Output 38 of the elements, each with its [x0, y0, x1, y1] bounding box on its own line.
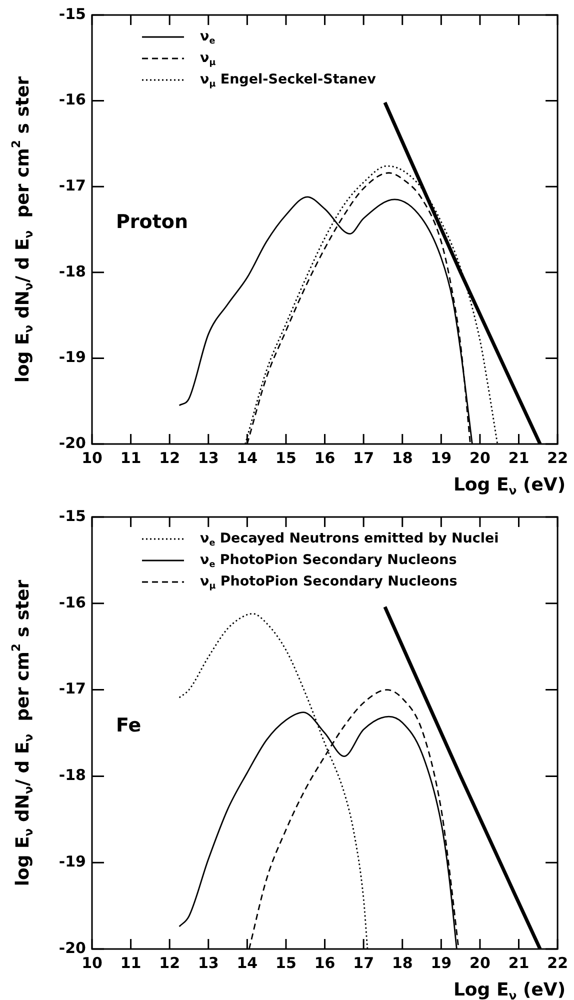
y-tick-label: -19 [58, 852, 86, 870]
x-tick-label: 18 [392, 954, 413, 972]
x-tick-label: 11 [120, 954, 142, 972]
text: log Eν dNν/ d Eν per cm2 s ster [8, 76, 36, 383]
x-tick-label: 21 [508, 448, 530, 467]
y-tick-label: -17 [58, 680, 86, 698]
x-tick-label: 15 [276, 448, 296, 467]
x-tick-label: 19 [430, 448, 452, 467]
x-tick-label: 20 [470, 448, 490, 467]
x-tick-label: 22 [547, 954, 568, 972]
x-tick-label: 15 [276, 954, 296, 972]
x-tick-label: 20 [470, 954, 490, 972]
x-tick-label: 19 [430, 954, 452, 972]
x-tick-label: 12 [159, 448, 180, 467]
y-tick-label: -15 [58, 4, 86, 23]
x-tick-label: 14 [236, 448, 258, 467]
x-tick-label: 21 [508, 954, 530, 972]
x-tick-label: 16 [314, 954, 336, 972]
x-tick-label: 22 [547, 448, 568, 467]
x-tick-label: 13 [198, 954, 219, 972]
y-tick-label: -18 [58, 766, 86, 784]
x-tick-label: 18 [392, 448, 413, 467]
y-tick-label: -15 [58, 506, 86, 525]
x-tick-label: 17 [353, 448, 374, 467]
x-tick-label: 17 [353, 954, 374, 972]
annotation: Proton [116, 211, 188, 234]
annotation: Fe [116, 714, 142, 736]
y-tick-label: -19 [58, 348, 86, 366]
text: log Eν dNν/ d Eν per cm2 s ster [8, 580, 36, 886]
y-tick-label: -16 [58, 90, 86, 109]
y-tick-label: -18 [58, 262, 86, 280]
y-tick-label: -17 [58, 176, 86, 194]
x-tick-label: 11 [120, 448, 142, 467]
y-tick-label: -16 [58, 593, 86, 612]
x-tick-label: 12 [159, 954, 180, 972]
x-tick-label: 13 [198, 448, 219, 467]
x-tick-label: 16 [314, 448, 336, 467]
x-tick-label: 14 [236, 954, 258, 972]
